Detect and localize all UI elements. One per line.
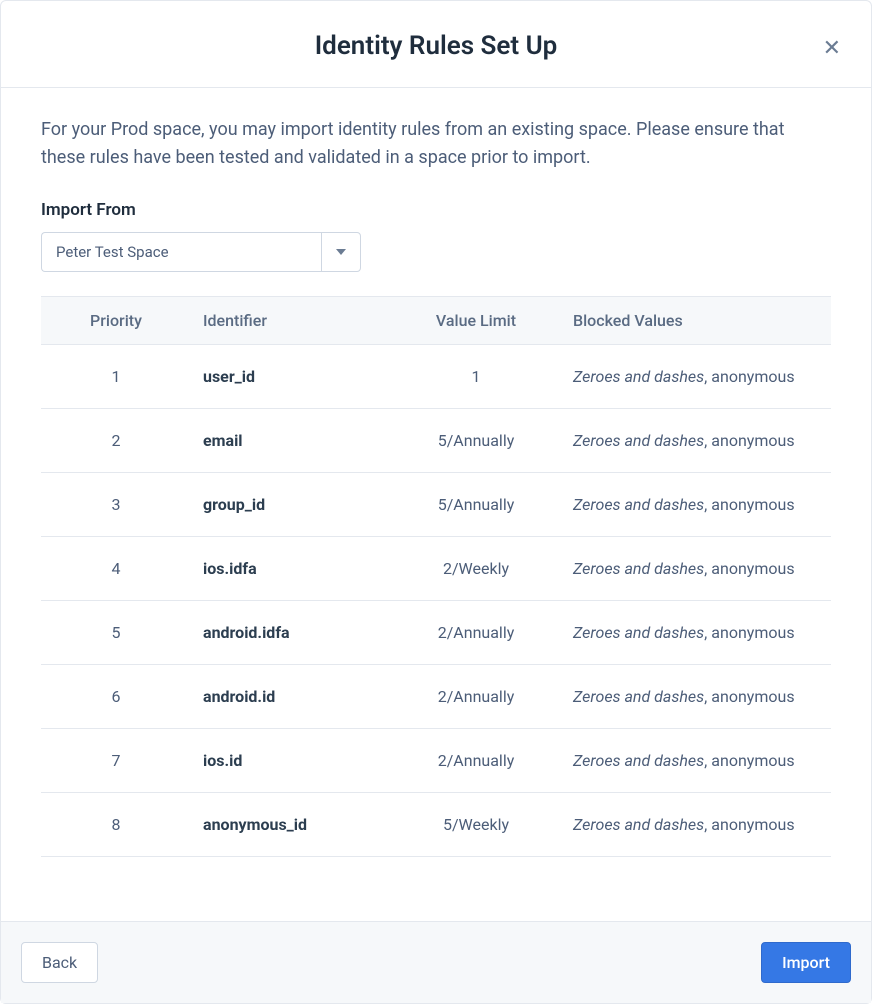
blocked-rest: , anonymous bbox=[704, 367, 794, 386]
identifier-cell: ios.id bbox=[191, 728, 391, 792]
blocked-italic: Zeroes and dashes bbox=[573, 815, 704, 834]
table-row: 5android.idfa2/AnnuallyZeroes and dashes… bbox=[41, 600, 831, 664]
blocked-rest: , anonymous bbox=[704, 815, 794, 834]
table-row: 3group_id5/AnnuallyZeroes and dashes, an… bbox=[41, 472, 831, 536]
import-from-label: Import From bbox=[41, 200, 831, 220]
blocked-italic: Zeroes and dashes bbox=[573, 751, 704, 770]
identifier-cell: group_id bbox=[191, 472, 391, 536]
back-button[interactable]: Back bbox=[21, 942, 98, 983]
blocked-values-cell: Zeroes and dashes, anonymous bbox=[561, 600, 831, 664]
value-limit-cell: 5/Annually bbox=[391, 472, 561, 536]
blocked-values-cell: Zeroes and dashes, anonymous bbox=[561, 728, 831, 792]
value-limit-cell: 2/Weekly bbox=[391, 536, 561, 600]
col-blocked: Blocked Values bbox=[561, 296, 831, 344]
identifier-cell: android.idfa bbox=[191, 600, 391, 664]
blocked-values-cell: Zeroes and dashes, anonymous bbox=[561, 792, 831, 856]
blocked-rest: , anonymous bbox=[704, 495, 794, 514]
blocked-values-cell: Zeroes and dashes, anonymous bbox=[561, 408, 831, 472]
blocked-italic: Zeroes and dashes bbox=[573, 495, 704, 514]
table-row: 8anonymous_id5/WeeklyZeroes and dashes, … bbox=[41, 792, 831, 856]
col-identifier: Identifier bbox=[191, 296, 391, 344]
value-limit-cell: 5/Weekly bbox=[391, 792, 561, 856]
identity-rules-modal: Identity Rules Set Up ✕ For your Prod sp… bbox=[0, 0, 872, 1004]
modal-header: Identity Rules Set Up ✕ bbox=[1, 1, 871, 88]
table-row: 2email5/AnnuallyZeroes and dashes, anony… bbox=[41, 408, 831, 472]
import-button[interactable]: Import bbox=[761, 942, 851, 983]
priority-cell: 5 bbox=[41, 600, 191, 664]
priority-cell: 3 bbox=[41, 472, 191, 536]
blocked-values-cell: Zeroes and dashes, anonymous bbox=[561, 472, 831, 536]
value-limit-cell: 2/Annually bbox=[391, 664, 561, 728]
blocked-values-cell: Zeroes and dashes, anonymous bbox=[561, 536, 831, 600]
modal-title: Identity Rules Set Up bbox=[41, 31, 831, 61]
priority-cell: 4 bbox=[41, 536, 191, 600]
chevron-down-icon bbox=[336, 249, 346, 255]
table-header: Priority Identifier Value Limit Blocked … bbox=[41, 296, 831, 344]
description-text: For your Prod space, you may import iden… bbox=[41, 116, 831, 172]
blocked-italic: Zeroes and dashes bbox=[573, 559, 704, 578]
identifier-cell: email bbox=[191, 408, 391, 472]
blocked-rest: , anonymous bbox=[704, 751, 794, 770]
close-icon: ✕ bbox=[823, 35, 841, 60]
col-value-limit: Value Limit bbox=[391, 296, 561, 344]
table-body: 1user_id1Zeroes and dashes, anonymous2em… bbox=[41, 344, 831, 856]
blocked-rest: , anonymous bbox=[704, 559, 794, 578]
identifier-cell: user_id bbox=[191, 344, 391, 408]
space-select-caret[interactable] bbox=[321, 232, 361, 272]
value-limit-cell: 2/Annually bbox=[391, 600, 561, 664]
priority-cell: 1 bbox=[41, 344, 191, 408]
value-limit-cell: 2/Annually bbox=[391, 728, 561, 792]
blocked-italic: Zeroes and dashes bbox=[573, 623, 704, 642]
blocked-values-cell: Zeroes and dashes, anonymous bbox=[561, 664, 831, 728]
table-row: 7ios.id2/AnnuallyZeroes and dashes, anon… bbox=[41, 728, 831, 792]
priority-cell: 8 bbox=[41, 792, 191, 856]
identifier-cell: android.id bbox=[191, 664, 391, 728]
space-select[interactable]: Peter Test Space bbox=[41, 232, 361, 272]
blocked-rest: , anonymous bbox=[704, 431, 794, 450]
col-priority: Priority bbox=[41, 296, 191, 344]
blocked-italic: Zeroes and dashes bbox=[573, 367, 704, 386]
priority-cell: 7 bbox=[41, 728, 191, 792]
blocked-rest: , anonymous bbox=[704, 687, 794, 706]
priority-cell: 6 bbox=[41, 664, 191, 728]
space-select-value: Peter Test Space bbox=[41, 232, 321, 272]
blocked-rest: , anonymous bbox=[704, 623, 794, 642]
identifier-cell: anonymous_id bbox=[191, 792, 391, 856]
blocked-values-cell: Zeroes and dashes, anonymous bbox=[561, 344, 831, 408]
table-row: 6android.id2/AnnuallyZeroes and dashes, … bbox=[41, 664, 831, 728]
value-limit-cell: 1 bbox=[391, 344, 561, 408]
table-row: 1user_id1Zeroes and dashes, anonymous bbox=[41, 344, 831, 408]
modal-body: For your Prod space, you may import iden… bbox=[1, 88, 871, 921]
value-limit-cell: 5/Annually bbox=[391, 408, 561, 472]
rules-table: Priority Identifier Value Limit Blocked … bbox=[41, 296, 831, 857]
identifier-cell: ios.idfa bbox=[191, 536, 391, 600]
close-button[interactable]: ✕ bbox=[815, 33, 849, 63]
blocked-italic: Zeroes and dashes bbox=[573, 431, 704, 450]
blocked-italic: Zeroes and dashes bbox=[573, 687, 704, 706]
table-row: 4ios.idfa2/WeeklyZeroes and dashes, anon… bbox=[41, 536, 831, 600]
priority-cell: 2 bbox=[41, 408, 191, 472]
modal-footer: Back Import bbox=[1, 921, 871, 1003]
